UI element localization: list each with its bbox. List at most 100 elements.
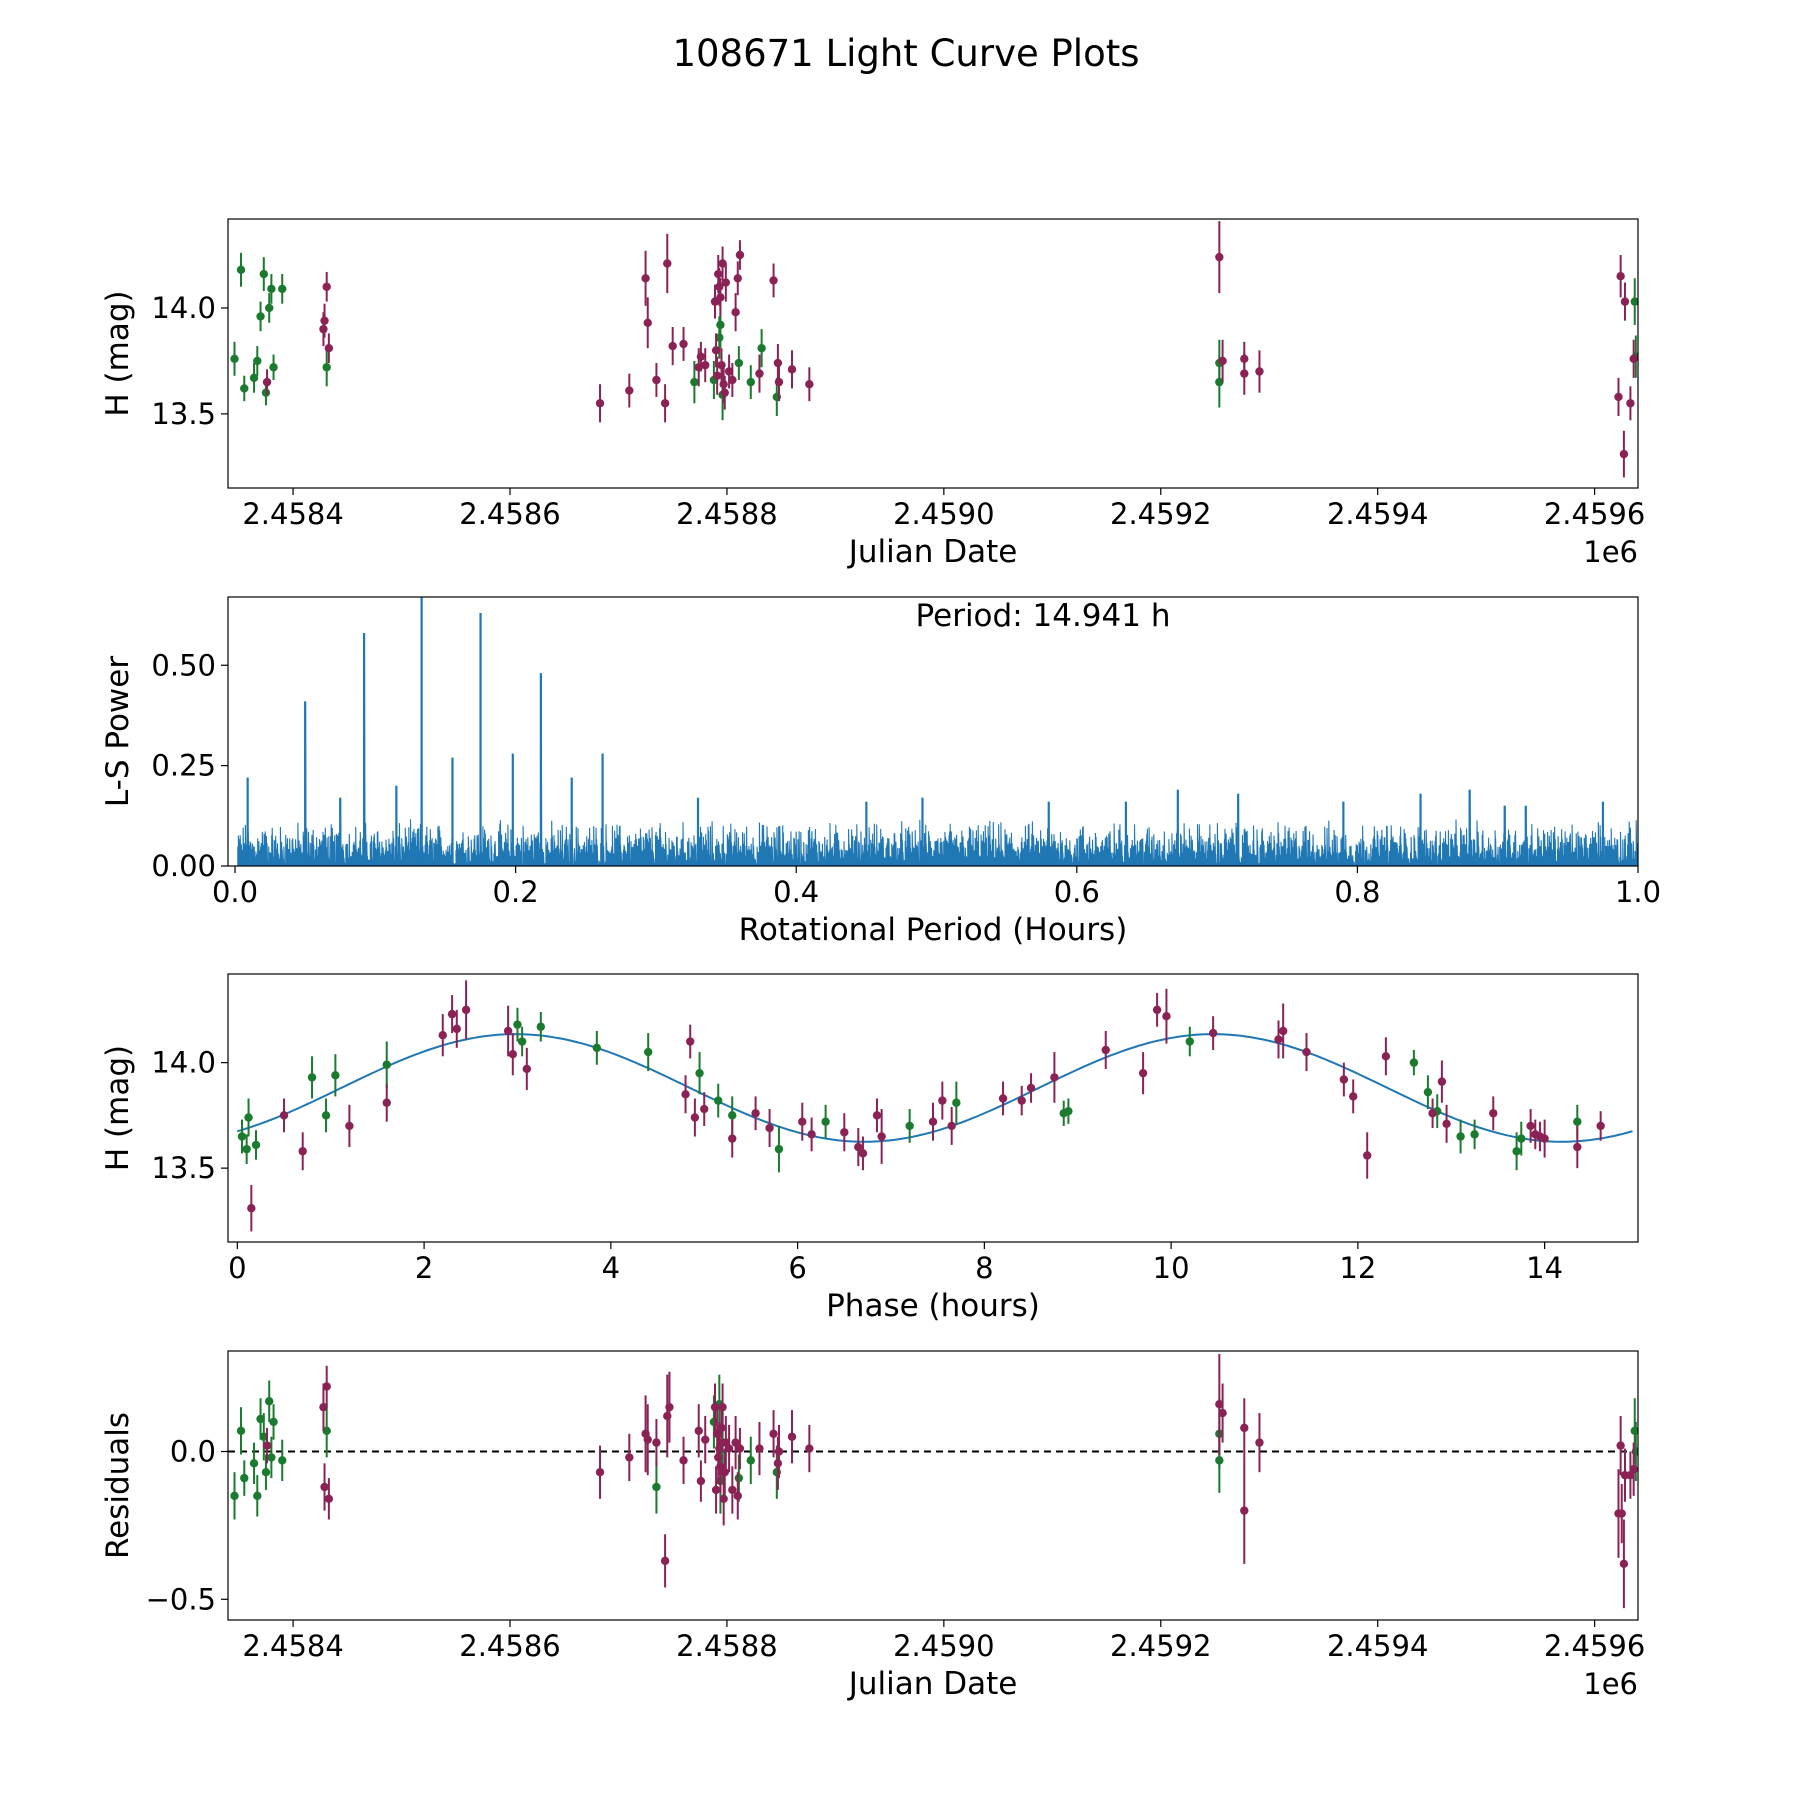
phase-purple-point-17 — [751, 1109, 760, 1118]
lightcurve-green-point-14 — [715, 333, 724, 342]
residuals-green-point-7 — [261, 1467, 271, 1477]
residuals-purple-point-46 — [1617, 1509, 1626, 1518]
lightcurve-xtick-label-6: 2.4596 — [1544, 497, 1645, 531]
residuals-green-point-6 — [259, 1432, 268, 1441]
phase-purple-point-38 — [1274, 1035, 1283, 1044]
periodogram-plot-area — [237, 597, 1638, 866]
residuals-xtick-label-2: 2.4588 — [676, 1629, 777, 1663]
residuals-purple-point-42 — [1240, 1423, 1249, 1433]
phase-purple-point-37 — [1208, 1028, 1218, 1038]
periodogram-ytick-label-1: 0.25 — [151, 749, 216, 783]
phase-purple-point-45 — [1428, 1109, 1437, 1118]
phase-xtick-label-6: 12 — [1339, 1251, 1376, 1285]
lightcurve-purple-point-9 — [652, 375, 661, 385]
periodogram-xtick-label-2: 0.4 — [773, 875, 819, 909]
residuals-purple-point-10 — [660, 1556, 670, 1566]
lightcurve-green-point-8 — [265, 303, 274, 313]
residuals-purple-point-35 — [773, 1459, 783, 1468]
lightcurve-purple-point-5 — [595, 399, 605, 408]
periodogram-panel: Period: 14.941 h 0.0 0.2 0.4 0.6 0.8 1.0 0.00 0.… — [100, 596, 1661, 948]
lightcurve-purple-point-21 — [715, 282, 724, 291]
lightcurve-green-point-15 — [716, 320, 725, 330]
phase-purple-point-25 — [877, 1132, 886, 1141]
phase-green-point-9 — [517, 1037, 527, 1046]
phase-purple-point-19 — [798, 1117, 807, 1126]
phase-purple-point-40 — [1302, 1047, 1311, 1057]
residuals-purple-point-3 — [322, 1382, 331, 1391]
residuals-purple-point-28 — [724, 1444, 734, 1453]
lightcurve-green-point-3 — [249, 373, 259, 383]
lightcurve-purple-point-2 — [320, 316, 329, 325]
period-annotation: Period: 14.941 h — [916, 598, 1171, 634]
phase-plot-area — [237, 980, 1633, 1232]
lightcurve-purple-point-38 — [805, 380, 814, 389]
phase-green-point-3 — [251, 1140, 261, 1150]
lightcurve-purple-point-8 — [643, 318, 652, 327]
phase-purple-point-44 — [1381, 1052, 1391, 1061]
residuals-purple-point-5 — [595, 1467, 605, 1477]
phase-green-point-16 — [774, 1144, 784, 1154]
residuals-purple-point-31 — [733, 1491, 742, 1501]
residuals-green-point-19 — [746, 1456, 755, 1465]
lightcurve-green-point-19 — [757, 344, 766, 353]
lightcurve-green-point-12 — [322, 363, 331, 372]
phase-xlabel: Phase (hours) — [826, 1288, 1040, 1324]
periodogram-ytick-label-0: 0.00 — [151, 849, 216, 883]
lightcurve-xtick-label-5: 2.4594 — [1327, 497, 1428, 531]
lightcurve-purple-point-49 — [1629, 354, 1638, 363]
residuals-green-point-14 — [709, 1417, 719, 1427]
lightcurve-purple-point-7 — [641, 274, 650, 283]
periodogram-xtick-label-5: 1.0 — [1615, 875, 1661, 909]
residuals-ytick-label-1: 0.0 — [170, 1435, 216, 1469]
residuals-green-point-0 — [230, 1491, 239, 1501]
phase-green-point-22 — [1185, 1037, 1194, 1046]
periodogram-series — [237, 597, 1638, 866]
lightcurve-xtick-label-4: 2.4592 — [1110, 497, 1211, 531]
phase-green-point-19 — [952, 1098, 961, 1107]
residuals-green-point-9 — [267, 1453, 276, 1462]
phase-green-point-17 — [821, 1117, 830, 1126]
phase-green-point-21 — [1064, 1106, 1073, 1116]
phase-green-point-10 — [536, 1022, 546, 1031]
residuals-xtick-label-6: 2.4596 — [1544, 1629, 1645, 1663]
lightcurve-purple-point-25 — [719, 380, 728, 389]
phase-green-point-7 — [382, 1060, 391, 1069]
phase-green-point-30 — [1573, 1117, 1582, 1126]
residuals-green-point-2 — [240, 1473, 249, 1483]
phase-purple-point-46 — [1437, 1077, 1447, 1086]
phase-xtick-label-0: 0 — [228, 1251, 246, 1285]
residuals-xlabel: Julian Date — [847, 1666, 1018, 1702]
residuals-green-point-22 — [1215, 1456, 1224, 1465]
lightcurve-green-point-7 — [261, 388, 271, 397]
phase-purple-point-28 — [947, 1121, 956, 1131]
residuals-xtick-label-5: 2.4594 — [1327, 1629, 1428, 1663]
phase-purple-point-16 — [728, 1134, 737, 1143]
lightcurve-purple-point-40 — [1218, 356, 1227, 366]
periodogram-xlabel: Rotational Period (Hours) — [739, 912, 1128, 948]
phase-green-point-28 — [1512, 1147, 1521, 1156]
lightcurve-purple-point-32 — [735, 250, 745, 260]
residuals-plot-area — [228, 1353, 1638, 1609]
residuals-green-point-1 — [236, 1426, 246, 1436]
periodogram-xtick-label-4: 0.8 — [1334, 875, 1380, 909]
lightcurve-xtick-label-3: 2.4590 — [893, 497, 994, 531]
lightcurve-x-offset-label: 1e6 — [1583, 535, 1638, 569]
phase-purple-point-23 — [858, 1149, 868, 1158]
lightcurve-purple-point-0 — [262, 377, 272, 387]
phase-purple-point-49 — [1526, 1121, 1535, 1131]
phase-purple-point-35 — [1152, 1005, 1162, 1015]
lightcurve-purple-point-42 — [1240, 369, 1249, 378]
residuals-purple-point-40 — [1218, 1408, 1227, 1418]
residuals-green-point-4 — [253, 1491, 262, 1501]
phase-purple-point-22 — [854, 1142, 863, 1152]
residuals-purple-point-9 — [652, 1438, 661, 1447]
lightcurve-purple-point-18 — [711, 346, 721, 355]
lightcurve-purple-point-47 — [1620, 297, 1630, 306]
phase-xtick-label-4: 8 — [975, 1251, 993, 1285]
phase-axes-frame — [227, 973, 1639, 1243]
lightcurve-xtick-label-0: 2.4584 — [242, 497, 343, 531]
residuals-purple-point-15 — [696, 1476, 706, 1486]
phase-green-point-27 — [1470, 1130, 1479, 1139]
residuals-purple-point-41 — [1240, 1506, 1249, 1515]
residuals-purple-point-45 — [1616, 1441, 1625, 1450]
